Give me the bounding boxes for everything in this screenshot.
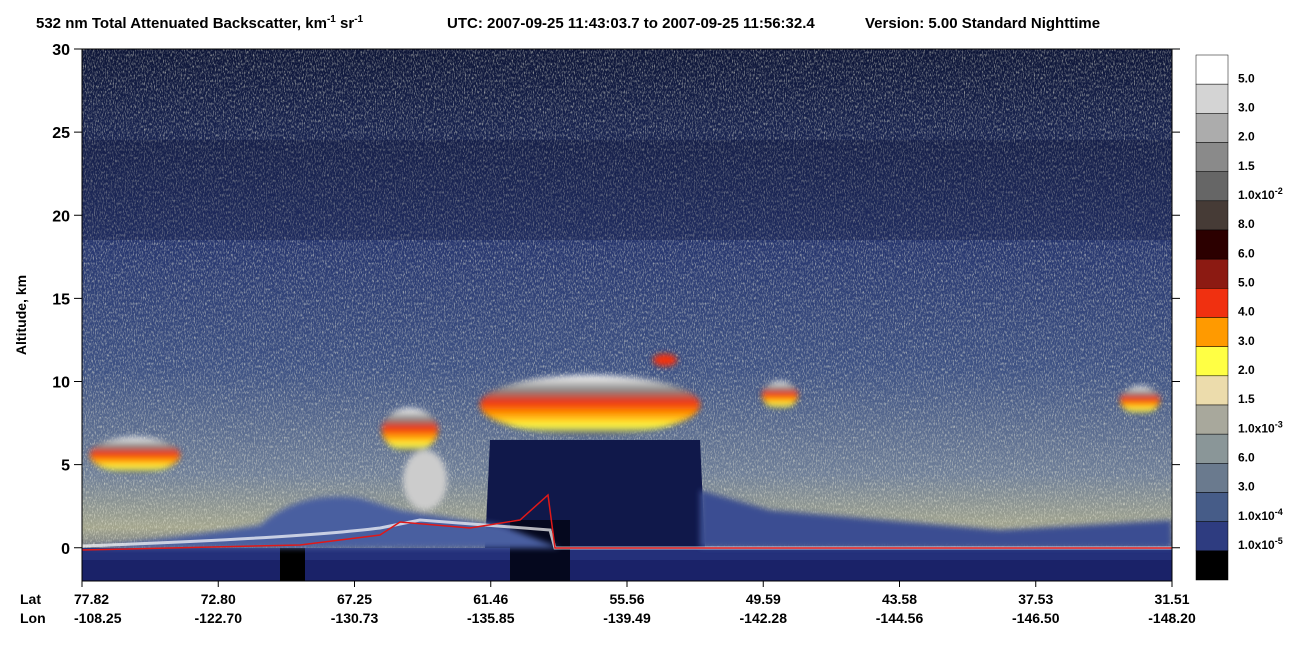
colorbar-label: 5.0 <box>1238 276 1255 290</box>
colorbar-label: 1.5 <box>1238 159 1255 173</box>
x-tick-label: 49.59 <box>746 591 781 607</box>
colorbar-swatch <box>1195 54 1229 85</box>
title-utc: UTC: 2007-09-25 11:43:03.7 to 2007-09-25… <box>447 15 815 32</box>
colorbar-swatch <box>1195 229 1229 260</box>
title-main: 532 nm Total Attenuated Backscatter, km-… <box>36 14 364 32</box>
colorbar-label: 2.0 <box>1238 130 1255 144</box>
colorbar-label: 3.0 <box>1238 101 1255 115</box>
x-tick-label: -139.49 <box>603 610 651 626</box>
colorbar-swatch <box>1195 404 1229 435</box>
colorbar-swatch <box>1195 258 1229 289</box>
colorbar-swatch <box>1195 346 1229 377</box>
x-tick-label: -146.50 <box>1012 610 1060 626</box>
colorbar-swatch <box>1195 113 1229 143</box>
colorbar-label: 1.0x10-2 <box>1238 186 1283 202</box>
x-tick-label: 43.58 <box>882 591 917 607</box>
colorbar-swatch <box>1195 521 1229 552</box>
x-tick-label: 55.56 <box>609 591 644 607</box>
curtain-image <box>82 49 1172 581</box>
colorbar: 5.0 3.0 2.0 1.5 1.0x10-2 8.0 6.0 5.0 4.0 3.0 2.0 1.… <box>1195 54 1283 581</box>
colorbar-label: 8.0 <box>1238 217 1255 231</box>
x-tick-label: 61.46 <box>473 591 508 607</box>
y-tick-label: 15 <box>52 291 70 308</box>
colorbar-label: 6.0 <box>1238 451 1255 465</box>
x-tick-label: -135.85 <box>467 610 515 626</box>
colorbar-label: 2.0 <box>1238 363 1255 377</box>
x-tick-label: 31.51 <box>1154 591 1189 607</box>
colorbar-label: 1.5 <box>1238 392 1255 406</box>
x-tick-label: 37.53 <box>1018 591 1053 607</box>
y-tick-label: 20 <box>52 208 70 225</box>
colorbar-swatch <box>1195 200 1229 231</box>
y-tick-label: 5 <box>61 458 70 475</box>
colorbar-label: 1.0x10-3 <box>1238 419 1283 435</box>
colorbar-label: 1.0x10-4 <box>1238 507 1283 523</box>
x-tick-label: 77.82 <box>74 591 109 607</box>
colorbar-swatch <box>1195 433 1229 464</box>
x-tick-label: -142.28 <box>740 610 788 626</box>
colorbar-label: 4.0 <box>1238 305 1255 319</box>
y-tick-label: 25 <box>52 125 70 142</box>
colorbar-swatch <box>1195 171 1229 202</box>
x-tick-label: -122.70 <box>195 610 243 626</box>
colorbar-swatch <box>1195 375 1229 406</box>
colorbar-label: 3.0 <box>1238 480 1255 494</box>
x-tick-label: -108.25 <box>74 610 122 626</box>
x-tick-label: -144.56 <box>876 610 924 626</box>
colorbar-label: 1.0x10-5 <box>1238 536 1283 552</box>
x-row-label: Lat <box>20 591 41 607</box>
colorbar-swatch <box>1195 492 1229 522</box>
title: 532 nm Total Attenuated Backscatter, km-… <box>36 14 1100 32</box>
x-tick-label: 67.25 <box>337 591 372 607</box>
y-axis-label: Altitude, km <box>13 275 29 355</box>
colorbar-label: 3.0 <box>1238 334 1255 348</box>
y-tick-label: 0 <box>61 541 70 558</box>
colorbar-swatch <box>1195 142 1229 172</box>
y-tick-label: 10 <box>52 375 70 392</box>
y-tick-label: 30 <box>52 42 70 59</box>
colorbar-label: 6.0 <box>1238 246 1255 260</box>
x-tick-label: -130.73 <box>331 610 379 626</box>
colorbar-swatch <box>1195 463 1229 493</box>
x-tick-label: -148.20 <box>1148 610 1196 626</box>
x-tick-label: 72.80 <box>201 591 236 607</box>
colorbar-swatch <box>1195 550 1229 581</box>
colorbar-swatch <box>1195 288 1229 318</box>
colorbar-swatch <box>1195 83 1229 114</box>
title-version: Version: 5.00 Standard Nighttime <box>865 15 1100 32</box>
colorbar-label: 5.0 <box>1238 71 1255 85</box>
colorbar-swatch <box>1195 317 1229 347</box>
x-row-label: Lon <box>20 610 46 626</box>
